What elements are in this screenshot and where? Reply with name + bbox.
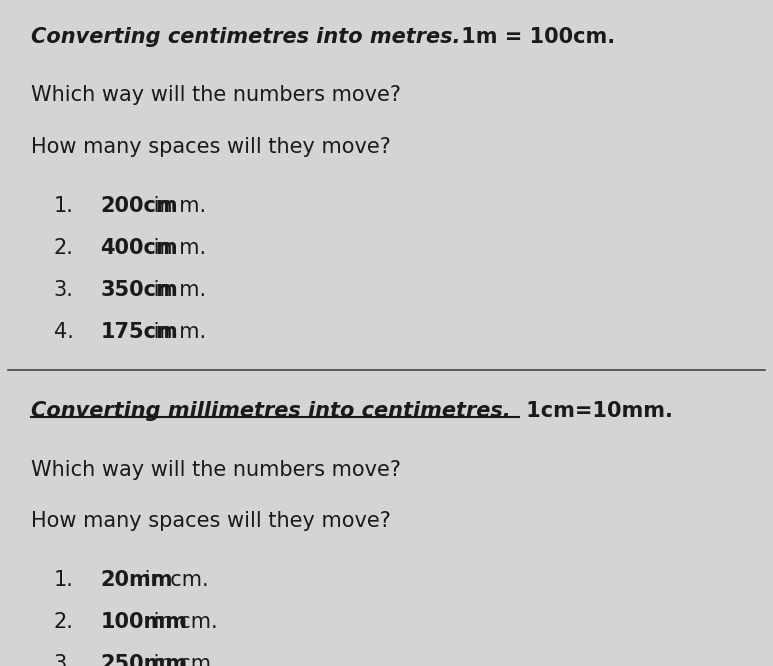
Text: 2.: 2. <box>53 238 73 258</box>
Text: Which way will the numbers move?: Which way will the numbers move? <box>31 460 401 480</box>
Text: in m.: in m. <box>147 196 206 216</box>
Text: 4.: 4. <box>53 322 73 342</box>
Text: How many spaces will they move?: How many spaces will they move? <box>31 511 391 531</box>
Text: 250mm: 250mm <box>100 654 188 666</box>
Text: 175cm: 175cm <box>100 322 179 342</box>
Text: 2.: 2. <box>53 612 73 632</box>
Text: in cm.: in cm. <box>138 570 209 590</box>
Text: Which way will the numbers move?: Which way will the numbers move? <box>31 85 401 105</box>
Text: 20mm: 20mm <box>100 570 173 590</box>
Text: 3.: 3. <box>53 654 73 666</box>
Text: Converting millimetres into centimetres.: Converting millimetres into centimetres. <box>31 401 510 421</box>
Text: 400cm: 400cm <box>100 238 178 258</box>
Text: 350cm: 350cm <box>100 280 179 300</box>
Text: in m.: in m. <box>147 322 206 342</box>
Text: in m.: in m. <box>147 280 206 300</box>
Text: in m.: in m. <box>147 238 206 258</box>
Text: 1.: 1. <box>53 570 73 590</box>
Text: 1m = 100cm.: 1m = 100cm. <box>454 27 615 47</box>
Text: Converting centimetres into metres.: Converting centimetres into metres. <box>31 27 460 47</box>
Text: 1.: 1. <box>53 196 73 216</box>
Text: 200cm: 200cm <box>100 196 178 216</box>
Text: How many spaces will they move?: How many spaces will they move? <box>31 137 391 157</box>
Text: 1cm=10mm.: 1cm=10mm. <box>519 401 673 421</box>
Text: in cm.: in cm. <box>147 612 217 632</box>
Text: 100mm: 100mm <box>100 612 188 632</box>
Text: 3.: 3. <box>53 280 73 300</box>
Text: in cm.: in cm. <box>147 654 217 666</box>
